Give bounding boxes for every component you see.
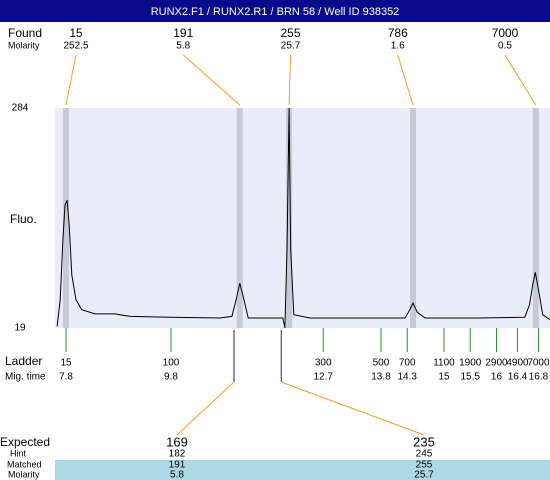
ladder-label: Ladder (5, 354, 42, 368)
ladder-time: 9.8 (164, 372, 178, 383)
expected-connector (281, 381, 425, 436)
found-size: 191 (173, 26, 193, 40)
found-band (63, 108, 70, 328)
ladder-size: 500 (373, 358, 390, 369)
expected-connector (176, 381, 235, 436)
found-band (286, 108, 293, 328)
ladder-time: 13.8 (371, 372, 391, 383)
matched-molarity: 5.8 (170, 470, 184, 480)
ladder-size: 2900 (485, 358, 508, 369)
expected-label: Expected (0, 435, 50, 449)
ladder-time: 15.5 (460, 372, 480, 383)
found-connector (65, 54, 77, 106)
ladder-time: 16 (491, 372, 503, 383)
ladder-time: 16.8 (529, 372, 549, 383)
matched-label: Matched (7, 459, 42, 469)
found-connector (182, 54, 241, 106)
ladder-sublabel: Mig. time (5, 372, 46, 383)
matched-molarity: 25.7 (414, 470, 434, 480)
ladder-size: 1900 (459, 358, 482, 369)
found-size: 7000 (492, 26, 519, 40)
ladder-size: 700 (399, 358, 416, 369)
y-tick-label: 19 (14, 323, 26, 334)
hint-label: Hint (10, 448, 27, 458)
found-size: 15 (69, 26, 83, 40)
matched-size: 255 (416, 460, 433, 471)
ladder-size: 1100 (433, 358, 455, 369)
trace (56, 107, 550, 329)
ladder-size: 4900 (506, 358, 529, 369)
found-molarity: 0.5 (498, 41, 512, 52)
ladder-time: 12.7 (313, 372, 333, 383)
found-size: 255 (280, 26, 300, 40)
expected-size: 235 (413, 434, 435, 449)
header-bar (0, 0, 550, 22)
ladder-time: 14.3 (397, 372, 417, 383)
found-band (236, 108, 243, 328)
hint-size: 182 (169, 449, 186, 460)
ladder-size: 300 (315, 358, 332, 369)
ladder-size: 7000 (527, 358, 550, 369)
found-band (532, 108, 539, 328)
hint-size: 245 (416, 449, 433, 460)
found-connector (504, 54, 537, 106)
found-molarity: 5.8 (176, 41, 190, 52)
plot-area (55, 108, 550, 328)
y-tick-label: 284 (12, 103, 29, 114)
found-label: Found (8, 26, 42, 40)
matched-row-bg (55, 460, 550, 480)
found-connector (397, 54, 414, 106)
found-molarity: 25.7 (281, 41, 301, 52)
found-band (409, 108, 416, 328)
found-size: 786 (388, 26, 408, 40)
molarity-label: Molarity (8, 469, 40, 479)
found-molarity: 252.5 (63, 41, 88, 52)
header-title: RUNX2.F1 / RUNX2.R1 / BRN 58 / Well ID 9… (151, 6, 400, 18)
ladder-time: 7.8 (59, 372, 73, 383)
found-molarity: 1.6 (391, 41, 405, 52)
ladder-size: 15 (60, 358, 72, 369)
matched-size: 191 (169, 460, 186, 471)
found-sublabel: Molarity (8, 40, 40, 50)
ladder-time: 15 (438, 372, 450, 383)
ladder-size: 100 (163, 358, 180, 369)
found-connector (288, 54, 291, 106)
ladder-time: 16.4 (508, 372, 528, 383)
y-axis-label: Fluo. (10, 212, 37, 226)
expected-size: 169 (166, 434, 188, 449)
